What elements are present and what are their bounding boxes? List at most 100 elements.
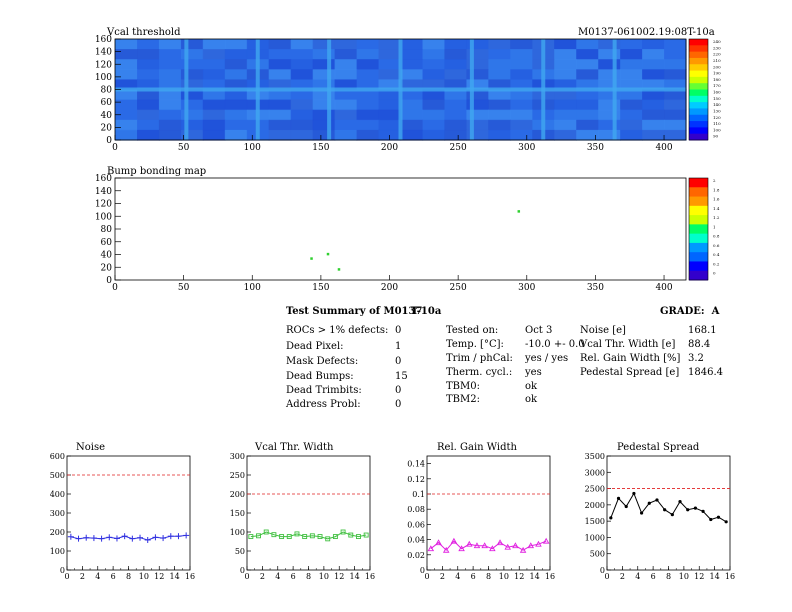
map-cell (400, 69, 424, 80)
map-cell (576, 89, 599, 101)
data-point (716, 515, 721, 519)
map-cell (510, 89, 533, 101)
map-cell (444, 59, 467, 70)
map-cell (422, 129, 446, 141)
map-cell (202, 49, 226, 60)
map-cell (224, 99, 248, 111)
palette-label: 0.8 (713, 234, 720, 239)
map-cell (598, 69, 621, 80)
palette-label: 210 (713, 58, 721, 63)
summary-label: Vcal Thr. Width [e] (580, 339, 676, 350)
x-tick-label: 8 (126, 572, 131, 581)
x-tick-label: 6 (471, 572, 476, 581)
y-tick-label: 0 (240, 566, 245, 575)
x-tick-label: 300 (518, 143, 535, 153)
pedestal-spread-trend-chart: 0 2 4 6 8 10 12 14 16 0 500 1000 1500 2000 2500 3000 350… (585, 452, 735, 581)
map-cell (137, 79, 160, 91)
y-tick-label: 2000 (585, 501, 605, 510)
y-tick-label: 160 (95, 35, 112, 45)
map-cell (488, 89, 511, 101)
map-cell (510, 59, 533, 70)
summary-value: ok (525, 381, 538, 392)
map-cell (466, 79, 489, 91)
palette-swatch (689, 70, 708, 78)
y-tick-label: 100 (50, 547, 65, 556)
map-cell (290, 109, 314, 121)
map-cell (202, 109, 226, 121)
map-cell (642, 109, 665, 121)
map-cell (554, 69, 577, 80)
map-cell (137, 59, 160, 70)
map-cell (202, 79, 226, 91)
map-cell (224, 109, 248, 121)
summary-title: Test Summary of M0137 (286, 306, 423, 317)
map-cell (137, 89, 160, 101)
map-cell (268, 39, 292, 50)
grade-label: GRADE: (660, 306, 705, 317)
x-tick-label: 2 (440, 572, 445, 581)
x-tick-label: 8 (666, 572, 671, 581)
map-cell (554, 49, 577, 60)
map-cell (576, 49, 599, 60)
palette-label: 200 (713, 64, 721, 69)
map-cell (576, 39, 599, 50)
map-cell (510, 109, 533, 121)
palette-label: 110 (713, 121, 721, 126)
y-tick-label: 120 (95, 60, 112, 70)
palette-label: 170 (713, 83, 721, 88)
map-cell (598, 99, 621, 111)
y-tick-label: 160 (95, 174, 112, 184)
map-cell (598, 49, 621, 60)
map-cell (422, 69, 446, 80)
summary-label: Pedestal Spread [e] (580, 367, 680, 378)
palette-swatch (689, 114, 708, 122)
map-cell (356, 69, 380, 80)
map-cell (378, 109, 402, 121)
x-tick-label: 0 (112, 283, 118, 293)
map-cell (202, 39, 226, 50)
map-cell (224, 69, 248, 80)
map-cell (378, 69, 402, 80)
map-cell (422, 39, 446, 50)
map-cell (356, 89, 380, 101)
plot-frame (426, 455, 551, 571)
map-cell (444, 119, 467, 131)
map-cell (444, 49, 467, 60)
map-cell (378, 119, 402, 131)
x-tick-label: 400 (655, 143, 672, 153)
map-cell (378, 79, 402, 91)
summary-value: 1 (395, 341, 402, 352)
y-tick-label: 0 (106, 136, 112, 146)
map-cell (334, 79, 358, 91)
x-tick-label: 400 (655, 283, 672, 293)
palette-label: 90 (713, 134, 719, 139)
y-tick-label: 300 (230, 452, 245, 461)
noise-trend-chart: 0 2 4 6 8 10 12 14 16 0 100 200 300 400 500 600 (50, 452, 195, 581)
map-cell (466, 49, 489, 60)
x-tick-label: 8 (306, 572, 311, 581)
map-cell (290, 89, 314, 101)
palette-swatch (689, 64, 708, 72)
map-cell (312, 39, 336, 50)
map-cell (356, 39, 380, 50)
map-cell (158, 69, 182, 80)
y-tick-label: 80 (101, 86, 113, 96)
data-point (248, 534, 254, 540)
map-cell (312, 129, 336, 141)
map-cell (356, 109, 380, 121)
map-cell (334, 109, 358, 121)
palette-swatch (689, 196, 708, 207)
map-cell (356, 79, 380, 91)
palette-swatch (689, 133, 708, 141)
x-tick-label: 14 (710, 572, 720, 581)
x-tick-label: 12 (694, 572, 704, 581)
module-id-label: M0137-061002.19:08T-10a (578, 27, 715, 38)
map-cell (620, 119, 643, 131)
map-cell (115, 109, 138, 121)
map-cell (400, 99, 424, 111)
summary-value: 15 (395, 371, 408, 382)
y-tick-label: 140 (95, 48, 112, 58)
y-tick-label: 500 (590, 550, 605, 559)
map-cell (356, 119, 380, 131)
map-cell (400, 119, 424, 131)
